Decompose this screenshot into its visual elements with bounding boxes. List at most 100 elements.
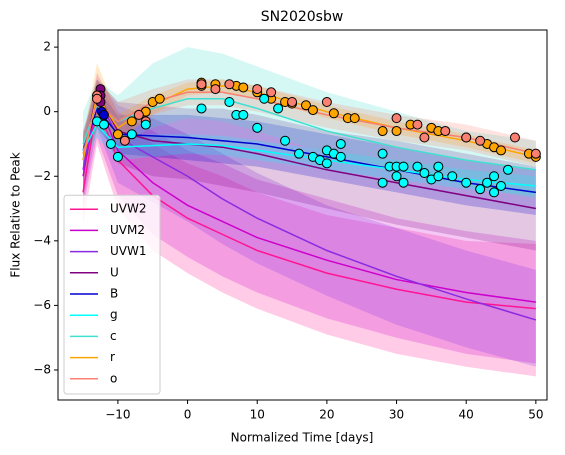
observation-point — [433, 161, 444, 172]
observation-point — [266, 87, 277, 98]
y-tick-label: 2 — [43, 40, 51, 54]
series-line — [82, 85, 537, 161]
observation-point — [377, 177, 388, 188]
observation-point — [321, 96, 332, 107]
y-tick-label: 0 — [43, 104, 51, 118]
legend-label: UVW1 — [110, 244, 147, 258]
observation-point — [391, 126, 402, 137]
observation-point — [294, 148, 305, 159]
legend-label: o — [110, 371, 117, 385]
observation-point — [119, 135, 130, 146]
observation-point — [349, 113, 360, 124]
observation-point — [398, 177, 409, 188]
x-tick-label: 10 — [250, 408, 265, 422]
observation-point — [502, 164, 513, 175]
axes-frame — [57, 29, 548, 401]
observation-point — [321, 158, 332, 169]
observation-point — [133, 109, 144, 120]
observation-point — [391, 113, 402, 124]
series-line — [82, 93, 537, 321]
observation-point — [530, 148, 541, 159]
legend-label: B — [110, 287, 118, 301]
observation-point — [419, 168, 430, 179]
y-tick-label: −8 — [33, 362, 51, 376]
observation-point — [447, 171, 458, 182]
observation-point — [154, 93, 165, 104]
observation-point — [273, 103, 284, 114]
series-line — [82, 91, 537, 155]
x-tick-label: 30 — [389, 408, 404, 422]
observation-point — [335, 151, 346, 162]
legend-label: g — [110, 308, 118, 322]
plot-area — [82, 47, 541, 377]
observation-point — [92, 93, 103, 104]
observation-point — [440, 126, 451, 137]
x-tick-label: −10 — [105, 408, 130, 422]
observation-point — [210, 84, 221, 95]
legend-box — [63, 194, 161, 395]
observation-point — [238, 109, 249, 120]
x-tick-label: 50 — [528, 408, 543, 422]
observation-point — [475, 135, 486, 146]
observation-point — [509, 132, 520, 143]
y-tick-label: −4 — [33, 233, 51, 247]
observation-point — [489, 187, 500, 198]
observation-point — [482, 177, 493, 188]
observation-point — [489, 171, 500, 182]
observation-point — [238, 82, 249, 93]
observation-point — [419, 132, 430, 143]
observation-point — [461, 132, 472, 143]
y-tick-label: −2 — [33, 169, 51, 183]
observation-point — [300, 100, 311, 111]
x-tick-label: 20 — [319, 408, 334, 422]
observation-point — [461, 177, 472, 188]
confidence-band — [83, 79, 536, 367]
observation-point — [307, 105, 318, 116]
chart-title: SN2020sbw — [261, 9, 344, 25]
legend-label: c — [110, 329, 117, 343]
observation-point — [412, 119, 423, 130]
x-axis-label: Normalized Time [days] — [231, 431, 374, 445]
confidence-band — [83, 79, 536, 377]
observation-point — [328, 108, 339, 119]
observation-point — [224, 79, 235, 90]
y-tick-label: −6 — [33, 298, 51, 312]
x-tick-label: 0 — [184, 408, 192, 422]
observation-point — [196, 103, 207, 114]
observation-point — [252, 122, 263, 133]
confidence-band — [83, 63, 536, 183]
observation-point — [475, 184, 486, 195]
legend-label: U — [110, 265, 119, 279]
observation-point — [252, 84, 263, 95]
observation-point — [196, 79, 207, 90]
observation-point — [126, 129, 137, 140]
observation-point — [98, 119, 109, 130]
confidence-band — [83, 47, 536, 199]
observation-point — [377, 148, 388, 159]
legend-label: UVW2 — [110, 202, 147, 216]
confidence-band — [83, 89, 536, 215]
observation-point — [105, 138, 116, 149]
x-tick-label: 40 — [459, 408, 474, 422]
observation-point — [259, 93, 270, 104]
observation-point — [377, 126, 388, 137]
observation-point — [112, 151, 123, 162]
observation-point — [98, 109, 109, 120]
observation-point — [391, 171, 402, 182]
observation-point — [280, 135, 291, 146]
legend-label: r — [110, 350, 115, 364]
observation-point — [140, 119, 151, 130]
confidence-band — [83, 72, 536, 364]
observation-point — [433, 171, 444, 182]
confidence-band — [83, 79, 536, 251]
observation-point — [287, 96, 298, 107]
observation-point — [496, 145, 507, 156]
observation-point — [112, 129, 123, 140]
confidence-band — [83, 79, 536, 177]
observation-point — [398, 161, 409, 172]
observation-point — [126, 116, 137, 127]
observation-point — [335, 138, 346, 149]
observation-point — [224, 96, 235, 107]
